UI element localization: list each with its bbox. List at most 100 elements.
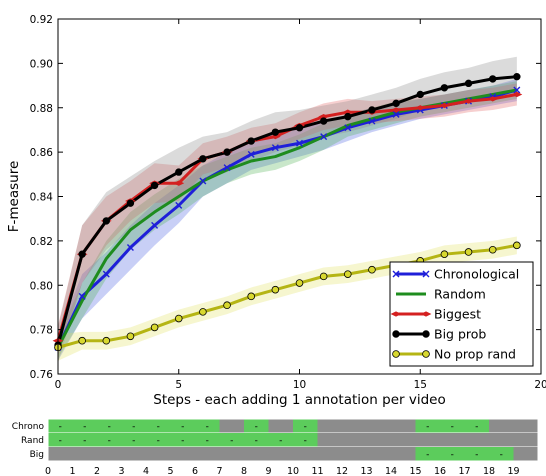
strip-x-tick-label: 18: [483, 466, 495, 476]
strip-cell-mark: -: [59, 436, 62, 446]
strip-cell: [366, 433, 391, 447]
series-marker-circle: [368, 265, 376, 274]
series-marker-x: [296, 139, 303, 147]
y-tick-label: 0.84: [30, 192, 54, 204]
strip-cell: [513, 433, 538, 447]
strip-cell: [342, 433, 367, 447]
strip-cell: [293, 433, 318, 447]
series-marker-x: [223, 164, 231, 172]
series-marker-circle: [464, 248, 473, 256]
series-marker-x: [151, 221, 159, 229]
series-marker-circle: [464, 79, 473, 88]
strip-cell: [268, 447, 293, 461]
strip-cell: [317, 433, 342, 447]
strip-cell: [366, 447, 391, 461]
strip-cell: [48, 419, 73, 433]
strip-cell: [219, 433, 244, 447]
series-marker-circle: [199, 155, 207, 163]
strip-cell: [293, 447, 318, 461]
strip-cell-mark: -: [83, 436, 86, 446]
marker-stroke: [247, 150, 255, 158]
series-marker-circle: [102, 217, 111, 225]
legend-label: Big prob: [434, 327, 486, 342]
strip-cell: [366, 419, 391, 433]
strip-cell: [391, 447, 416, 461]
y-tick-label: 0.92: [30, 14, 53, 26]
strip-x-tick-label: 16: [434, 466, 446, 476]
strip-cell-mark: -: [426, 422, 429, 432]
strip-cell-mark: -: [304, 436, 307, 446]
strip-cell-mark: -: [59, 422, 62, 432]
marker-stroke: [151, 221, 159, 229]
strip-x-tick-label: 1: [69, 466, 75, 476]
strip-cell-mark: -: [230, 436, 233, 446]
strip-cell: [219, 447, 244, 461]
strip-x-tick-label: 4: [143, 466, 149, 476]
marker-stroke: [271, 144, 279, 152]
series-marker-circle: [174, 314, 183, 323]
strip-cell-mark: -: [108, 422, 111, 432]
series-marker-x: [422, 270, 430, 278]
strip-cell: [146, 447, 171, 461]
y-tick-label: 0.82: [30, 236, 53, 248]
strip-cell: [489, 433, 514, 447]
strip-cell-mark: -: [132, 436, 135, 446]
y-tick-label: 0.78: [30, 325, 53, 337]
series-marker-circle: [440, 84, 449, 92]
marker-stroke: [344, 124, 352, 132]
series-marker-circle: [175, 168, 183, 176]
series-marker-circle: [199, 308, 207, 316]
strip-cell: [440, 447, 465, 461]
marker-stroke: [296, 139, 303, 147]
strip-row-label: Rand: [21, 436, 44, 446]
series-marker-circle: [295, 279, 304, 287]
strip-cell: [244, 433, 269, 447]
series-marker-diamond: [390, 107, 402, 113]
strip-cell-mark: -: [451, 450, 454, 460]
series-marker-circle: [392, 350, 400, 358]
strip-x-tick-label: 6: [192, 466, 198, 476]
confidence-band: [58, 81, 517, 359]
strip-x-tick-label: 2: [94, 466, 100, 476]
strip-row-label: Big: [30, 450, 44, 460]
strip-cell-mark: -: [426, 450, 429, 460]
legend-label: No prop rand: [434, 347, 516, 362]
x-tick-label: 0: [55, 379, 62, 391]
series-marker-diamond: [487, 96, 499, 102]
strip-cell: [195, 433, 220, 447]
series-marker-x: [320, 133, 328, 141]
series-line: [57, 243, 518, 349]
series-marker-diamond: [511, 91, 523, 98]
strip-cell: [195, 419, 220, 433]
strip-cell: [268, 433, 293, 447]
series-line: [56, 88, 518, 349]
y-axis-label: F-measure: [6, 161, 22, 233]
legend-label: Biggest: [434, 307, 481, 322]
series-marker-circle: [440, 250, 449, 258]
strip-cell: [170, 433, 195, 447]
series-marker-x: [247, 150, 255, 158]
series-marker-x: [126, 244, 134, 252]
series-marker-circle: [513, 241, 521, 250]
y-tick-label: 0.86: [30, 147, 54, 159]
strip-cell: [342, 419, 367, 433]
marker-stroke: [175, 201, 183, 209]
marker-stroke: [368, 117, 376, 125]
strip-cell: [293, 419, 318, 433]
series-marker-x: [102, 270, 110, 278]
strip-cell: [146, 419, 171, 433]
series-marker-circle: [368, 106, 376, 114]
series-marker-diamond: [420, 311, 432, 317]
strip-cell-mark: -: [304, 422, 307, 432]
marker-stroke: [320, 133, 328, 141]
marker-stroke: [199, 177, 207, 185]
strip-cell-mark: -: [206, 422, 209, 432]
series-marker-diamond: [438, 102, 450, 109]
legend-label: Chronological: [434, 267, 519, 282]
series-marker-circle: [392, 99, 400, 108]
strip-cell: [97, 433, 122, 447]
strip-cell-mark: -: [108, 436, 111, 446]
series-marker-circle: [102, 336, 111, 345]
strip-cell: [121, 419, 146, 433]
